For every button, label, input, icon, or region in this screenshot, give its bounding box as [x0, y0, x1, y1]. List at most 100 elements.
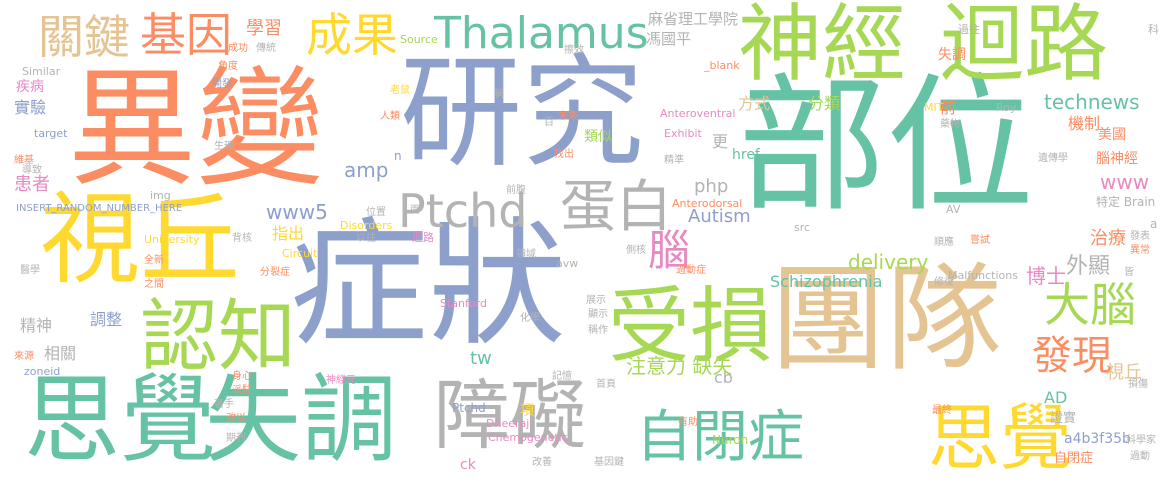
word-cheng: 稱 [494, 89, 504, 100]
word-guowang: 過往 [958, 23, 980, 36]
word-technews: technews [1044, 90, 1140, 114]
word-guodong2: 過動 [1130, 451, 1150, 462]
word-zhaochu: 找出 [554, 149, 574, 160]
word-chemo: Chemogenetic [488, 431, 568, 444]
word-shundeng: 順應 [934, 237, 954, 248]
word-stanford: Stanford [440, 297, 487, 310]
word-sijue: 思覺 [24, 364, 216, 476]
word-bai: 百 [544, 117, 554, 128]
word-av: AV [946, 203, 961, 216]
word-guodong: 過動症 [676, 265, 706, 276]
word-dheeraj: Dheeraj [486, 417, 530, 430]
word-chengguo: 成果 [306, 8, 398, 62]
word-xuexi: 學習 [246, 18, 282, 39]
word-guanjian: 關鍵 [38, 10, 130, 64]
word-avw: avw [556, 257, 579, 270]
word-qianhe: 前腹 [506, 185, 526, 196]
word-cehe: 側核 [626, 245, 646, 256]
word-target: target [34, 127, 68, 140]
word-shiyan: 實驗 [14, 98, 47, 117]
word-fangshi: 方式 [738, 94, 771, 113]
word-a4b: a4b3f35b [1064, 431, 1131, 447]
word-circuit: Circuit [282, 247, 318, 260]
word-yichang: 異常 [1130, 245, 1150, 256]
word-php: php [694, 176, 729, 197]
word-yanjiu: 研究 [400, 42, 644, 184]
word-jizhi: 機制 [1068, 114, 1101, 133]
word-gaiyi: 改以 [226, 413, 246, 424]
word-jiyin: 基因 [140, 8, 232, 62]
word-n: n [394, 149, 402, 163]
word-www: www [1100, 170, 1150, 194]
word-xiufu: 修復 [934, 277, 954, 288]
word-malfunctions: Malfunctions [948, 269, 1018, 282]
word-ptchd-s: Ptchd [452, 401, 486, 415]
word-jie: 皆 [1124, 267, 1134, 278]
word-leisi: 類似 [584, 129, 612, 145]
word-waixian: 外顯 [1066, 254, 1111, 279]
word-zhichu: 指出 [272, 224, 305, 243]
word-yichuanxue: 遺傳學 [1038, 153, 1068, 164]
word-fenlie: 分裂症 [260, 267, 290, 278]
word-huaxue: 化學 [520, 313, 540, 324]
word-anterodorsal: Anterodorsal [672, 197, 743, 210]
word-roy: Roy [996, 101, 1017, 114]
word-yaowu: 藥物 [940, 119, 960, 130]
word-shenjingyuan: 神經元 [326, 375, 356, 386]
word-mashengli: 麻省理工學院 [648, 10, 739, 28]
word-zhangai: 障礙 [434, 371, 586, 460]
word-tuandui: 團隊 [770, 252, 1002, 387]
word-fabiao: 發表 [1130, 231, 1150, 242]
word-tedingbrain: 特定 Brain [1096, 195, 1156, 209]
word-zhuyili: 注意力 缺失 [626, 354, 733, 378]
word-zhiliao: 治療 [1090, 228, 1126, 249]
word-yixue: 醫學 [20, 265, 40, 276]
word-yiwang: 以往 [356, 233, 376, 244]
word-sunshang: 損傷 [1128, 379, 1148, 390]
word-faxian: 發現 [1032, 333, 1112, 379]
word-www5: www5 [266, 200, 328, 224]
word-yibian: 異變 [68, 55, 325, 204]
word-zhengzhuang: 症狀 [290, 204, 567, 365]
word-nuron: Nuron [712, 433, 749, 447]
word-sijue2: 思覺 [928, 396, 1073, 480]
word-kaifa: 開發 [212, 79, 232, 90]
word-zibizheng-s: 自閉症 [1054, 451, 1094, 466]
word-laiyuan: 來源 [14, 351, 34, 362]
word-ck: ck [460, 457, 476, 473]
word-tiaozheng: 調整 [90, 310, 123, 329]
word-meiguo: 美國 [1098, 127, 1126, 143]
word-danbai: 蛋白 [560, 175, 672, 240]
word-weizhi: 位置 [366, 207, 386, 218]
word-zibizheng: 自閉症 [636, 405, 804, 470]
word-gaishan: 改善 [532, 457, 552, 468]
word-qikan: 期刊 [226, 433, 246, 444]
word-ptchd: Ptchd [398, 184, 528, 238]
word-autism: Autism [688, 206, 751, 227]
word-blank: _blank [704, 59, 740, 72]
word-delivery: delivery [848, 250, 929, 274]
word-exhibit: Exhibit [664, 127, 702, 140]
word-bubian: 部位 [738, 60, 1034, 232]
word-youzhu: 有助 [678, 417, 698, 428]
word-href: href [732, 147, 760, 163]
word-zhijian: 之間 [144, 279, 164, 290]
word-weiji: 維基 [14, 155, 34, 166]
word-jingshen: 精神 [20, 316, 53, 335]
word-zuizhong: 最終 [932, 405, 952, 416]
word-daozhi: 導致 [22, 165, 42, 176]
word-chenggong: 成功 [228, 43, 248, 54]
word-changshi: 嘗試 [970, 235, 990, 246]
word-shouye: 首頁 [596, 379, 616, 390]
word-nao: 腦 [648, 226, 691, 275]
word-amp: amp [344, 158, 389, 182]
word-pailai: 派駐 [232, 385, 252, 396]
word-chuantong: 傳統 [256, 43, 276, 54]
word-zoneid: zoneid [24, 365, 61, 378]
word-cb: cb [714, 368, 733, 387]
word-huilu: 迴路 [940, 0, 1109, 93]
word-zhuoshou: 著手 [214, 399, 234, 410]
word-shitiao-s: 失調 [938, 47, 966, 63]
word-thalamus: Thalamus [434, 8, 649, 59]
